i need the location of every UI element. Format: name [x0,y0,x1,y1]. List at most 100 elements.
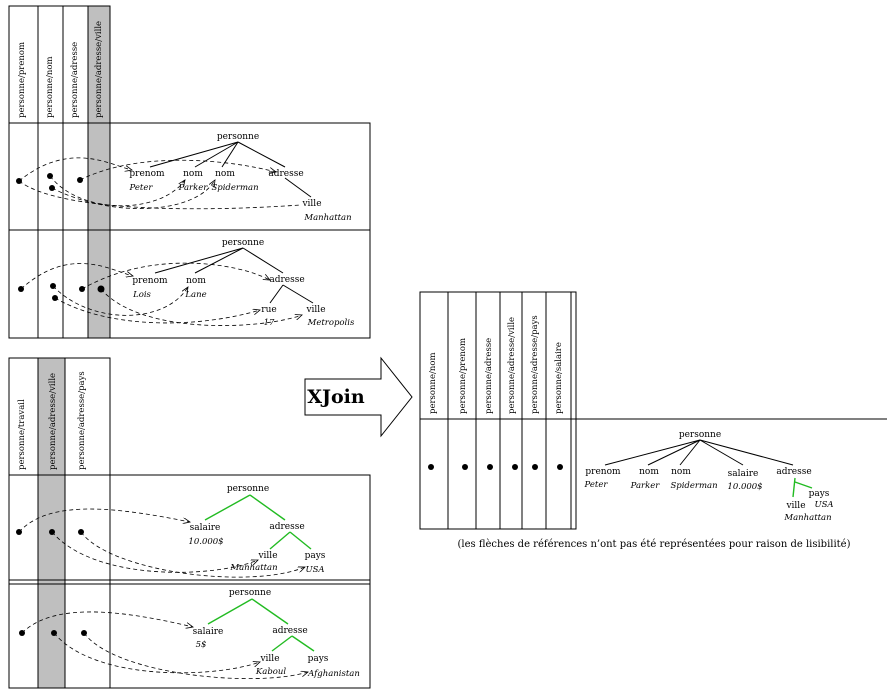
column-header: personne/prenom [17,42,27,118]
xjoin-arrow: XJoin [304,356,413,438]
node-nom: nom [671,467,691,477]
node-adresse: adresse [268,169,303,179]
value-pays: USA [814,500,833,510]
value-prenom: Peter [129,183,154,193]
column-header: personne/adresse [70,42,80,118]
reference-dot [532,464,538,470]
node-rue: rue [261,305,276,315]
node-prenom: prenom [132,276,168,286]
reference-arrow [54,297,260,324]
caption: (les flèches de références n’ont pas été… [458,539,851,550]
node-pays: pays [308,654,329,664]
reference-arrow [18,157,132,182]
column-header: personne/adresse/pays [530,315,540,414]
reference-arrow [51,531,258,573]
column-header: personne/adresse/ville [94,21,104,118]
column-table-frame [419,291,577,530]
value-nom: Spiderman [211,183,258,193]
tree-peter-parker: personne prenom Peter nom Parker nom Spi… [129,132,352,223]
column-header: personne/adresse/ville [48,373,58,470]
result-tree: personne prenom Peter nom Parker nom Spi… [584,430,834,523]
node-ville: ville [259,654,279,664]
value-nom: Parker [630,481,661,491]
value-nom: Lane [184,290,206,300]
node-nom: nom [186,276,206,286]
reference-arrow [80,531,305,578]
column-headers: personne/travail personne/adresse/ville … [17,371,87,470]
node-personne: personne [222,238,264,248]
reference-arrow [53,632,260,674]
column-header: personne/nom [428,352,438,414]
column-header: personne/salaire [554,342,564,414]
node-ville: ville [257,551,277,561]
column-header: personne/travail [17,399,27,470]
node-personne: personne [229,588,271,598]
reference-arrow [81,262,270,290]
column-header: personne/adresse/pays [77,371,87,470]
column-header: personne/adresse/ville [507,317,517,414]
reference-arrow [52,285,188,316]
node-nom: nom [215,169,235,179]
column-header: personne/nom [45,56,55,118]
value-salaire: 10.000$ [188,537,223,547]
reference-arrow [21,611,193,634]
reference-dot [512,464,518,470]
node-nom: nom [183,169,203,179]
node-ville: ville [301,199,321,209]
reference-arrow [79,159,276,181]
node-personne: personne [227,484,269,494]
reference-dot [428,464,434,470]
value-ville: Manhattan [783,513,831,523]
reference-arrow [20,263,133,290]
node-ville: ville [305,305,325,315]
value-nom: Parker [178,183,209,193]
node-prenom: prenom [585,467,621,477]
node-prenom: prenom [129,169,165,179]
value-pays: Afghanistan [307,669,360,679]
node-ville: ville [785,501,805,511]
node-nom: nom [639,467,659,477]
node-adresse: adresse [269,522,304,532]
value-prenom: Peter [584,480,609,490]
node-personne: personne [679,430,721,440]
column-header: personne/prenom [458,338,468,414]
reference-arrow [100,288,302,326]
value-salaire: 10.000$ [727,482,762,492]
reference-arrow [18,180,301,210]
value-prenom: Lois [132,290,151,300]
value-ville: Manhattan [229,563,277,573]
panel-a: personne/prenom personne/nom personne/ad… [8,5,371,339]
xjoin-label: XJoin [307,386,365,408]
reference-dot [462,464,468,470]
node-salaire: salaire [728,469,759,479]
value-salaire: 5$ [196,640,207,650]
column-headers: personne/prenom personne/nom personne/ad… [17,21,104,118]
reference-arrow [51,180,215,209]
node-pays: pays [305,551,326,561]
value-nom: Spiderman [670,481,717,491]
highlight-column [88,6,110,338]
value-ville: Metropolis [307,318,355,328]
reference-dot [487,464,493,470]
rows-frame [8,474,371,689]
value-ville: Manhattan [303,213,351,223]
tree-salaire-10000: personne salaire 10.000$ adresse ville M… [188,484,325,575]
result-panel: personne/nom personne/prenom personne/ad… [419,291,887,550]
node-personne: personne [217,132,259,142]
node-adresse: adresse [776,467,811,477]
node-pays: pays [809,489,830,499]
node-salaire: salaire [193,627,224,637]
value-ville: Kaboul [255,667,286,677]
column-headers: personne/nom personne/prenom personne/ad… [428,315,564,414]
reference-arrow [83,632,308,679]
tree-salaire-5: personne salaire 5$ adresse ville Kaboul… [193,588,360,679]
reference-arrow [49,175,185,207]
node-salaire: salaire [190,523,221,533]
panel-b: personne/travail personne/adresse/ville … [8,357,371,689]
reference-arrow [18,508,190,533]
reference-dot [557,464,563,470]
column-header: personne/adresse [484,338,494,414]
value-rue: 17 [264,318,275,328]
tree-lois-lane: personne prenom Lois nom Lane adresse ru… [132,238,355,328]
